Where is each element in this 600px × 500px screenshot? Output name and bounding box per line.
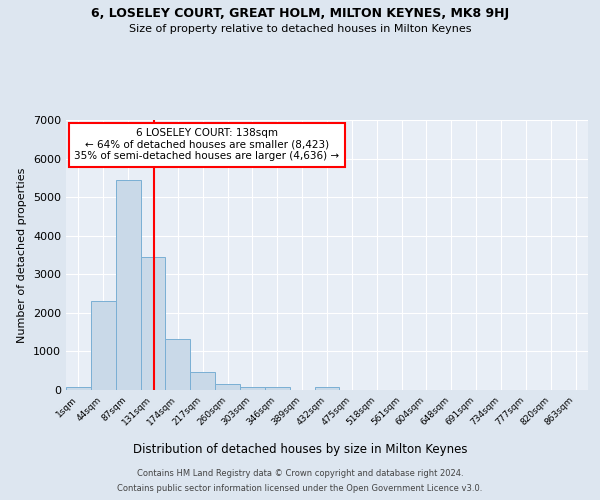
- Text: Contains public sector information licensed under the Open Government Licence v3: Contains public sector information licen…: [118, 484, 482, 493]
- Bar: [190, 372, 215, 390]
- Bar: [116, 180, 140, 390]
- Text: Size of property relative to detached houses in Milton Keynes: Size of property relative to detached ho…: [129, 24, 471, 34]
- Bar: [140, 257, 166, 390]
- Bar: [265, 387, 290, 390]
- Text: Distribution of detached houses by size in Milton Keynes: Distribution of detached houses by size …: [133, 442, 467, 456]
- Text: Contains HM Land Registry data © Crown copyright and database right 2024.: Contains HM Land Registry data © Crown c…: [137, 469, 463, 478]
- Y-axis label: Number of detached properties: Number of detached properties: [17, 168, 28, 342]
- Bar: [314, 387, 340, 390]
- Bar: [66, 387, 91, 390]
- Text: 6, LOSELEY COURT, GREAT HOLM, MILTON KEYNES, MK8 9HJ: 6, LOSELEY COURT, GREAT HOLM, MILTON KEY…: [91, 8, 509, 20]
- Bar: [91, 302, 116, 390]
- Bar: [166, 339, 190, 390]
- Bar: [215, 384, 240, 390]
- Text: 6 LOSELEY COURT: 138sqm
← 64% of detached houses are smaller (8,423)
35% of semi: 6 LOSELEY COURT: 138sqm ← 64% of detache…: [74, 128, 340, 162]
- Bar: [240, 386, 265, 390]
